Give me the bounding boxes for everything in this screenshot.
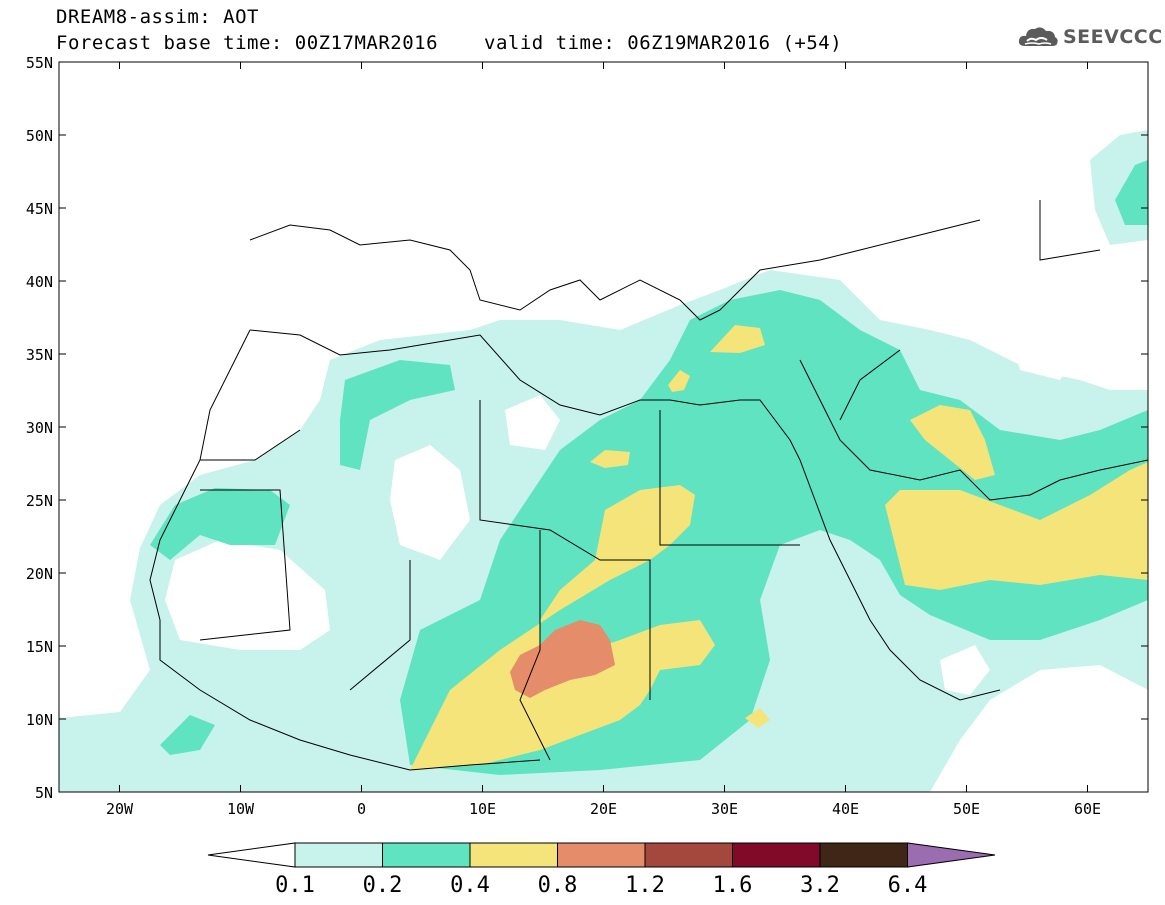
lat-tick-label: 5N bbox=[35, 784, 53, 802]
cloud-logo-icon bbox=[1018, 27, 1058, 46]
aot-zone-0.4-egypt-coast bbox=[668, 370, 690, 392]
aot-zone-0.2-west bbox=[340, 360, 455, 470]
colorbar-segment bbox=[644, 842, 733, 868]
aot-zone-0.4-libya bbox=[590, 450, 630, 468]
aot-colorbar: 0.1 0.2 0.4 0.8 1.2 1.6 3.2 6.4 bbox=[207, 842, 996, 898]
aot-zone-0.2-morocco bbox=[150, 488, 290, 560]
colorbar-label: 0.8 bbox=[538, 873, 578, 898]
lon-tick-label: 10E bbox=[469, 800, 496, 818]
colorbar-label: 0.1 bbox=[275, 873, 315, 898]
lon-tick-label: 10W bbox=[227, 800, 255, 818]
latitude-axis: 55N 50N 45N 40N 35N 30N 25N 20N 15N 10N 5N bbox=[26, 54, 1148, 802]
coastline-arabia bbox=[799, 359, 1148, 501]
colorbar-over-arrow bbox=[907, 842, 996, 868]
map-title: DREAM8-assim: AOT bbox=[56, 6, 259, 28]
lon-tick-label: 30E bbox=[711, 800, 738, 818]
aot-zone-0.2-caspian bbox=[1115, 160, 1148, 225]
aot-zone-0.4-iraq bbox=[910, 405, 995, 480]
colorbar-label: 6.4 bbox=[888, 873, 928, 898]
aot-zone-0.4-crete bbox=[710, 325, 765, 353]
aot-contours bbox=[59, 130, 1148, 792]
colorbar-label: 0.4 bbox=[450, 873, 490, 898]
logo-text: SEEVCCC bbox=[1063, 26, 1163, 48]
lat-tick-label: 15N bbox=[26, 638, 53, 656]
lon-tick-label: 50E bbox=[953, 800, 980, 818]
colorbar-label: 3.2 bbox=[800, 873, 840, 898]
lon-tick-label: 20W bbox=[106, 800, 134, 818]
forecast-base-time: Forecast base time: 00Z17MAR2016 bbox=[56, 32, 439, 54]
lon-tick-label: 40E bbox=[832, 800, 859, 818]
lat-tick-label: 40N bbox=[26, 273, 53, 291]
colorbar-segment bbox=[819, 842, 908, 868]
border-lines bbox=[199, 200, 1101, 761]
lon-tick-label: 60E bbox=[1074, 800, 1101, 818]
colorbar-label: 1.2 bbox=[625, 873, 665, 898]
aot-zone-0.2-gulf-guinea bbox=[160, 715, 215, 755]
colorbar-label: 0.2 bbox=[363, 873, 403, 898]
lat-tick-label: 50N bbox=[26, 127, 53, 145]
coastlines-borders bbox=[149, 200, 1148, 771]
lat-tick-label: 45N bbox=[26, 200, 53, 218]
lat-tick-label: 10N bbox=[26, 711, 53, 729]
colorbar-segment bbox=[732, 842, 821, 868]
aot-zone-0.4-sahel bbox=[410, 485, 715, 770]
colorbar-label: 1.6 bbox=[713, 873, 753, 898]
longitude-axis: 20W 10W 0 10E 20E 30E 40E 50E 60E bbox=[106, 62, 1101, 818]
lat-tick-label: 20N bbox=[26, 565, 53, 583]
colorbar-segment bbox=[382, 842, 471, 868]
coastline-west-africa bbox=[149, 329, 541, 771]
coastline-north-africa bbox=[249, 329, 1001, 701]
lon-tick-label: 20E bbox=[590, 800, 617, 818]
aot-zone-0.8-chad bbox=[510, 620, 615, 698]
forecast-valid-time: valid time: 06Z19MAR2016 (+54) bbox=[484, 32, 843, 54]
lat-tick-label: 25N bbox=[26, 492, 53, 510]
lat-tick-label: 35N bbox=[26, 346, 53, 364]
aot-zone-0.4-south-sudan bbox=[745, 708, 770, 728]
aot-zone-0.4-arabia bbox=[885, 462, 1148, 590]
colorbar-segment bbox=[294, 842, 383, 868]
lat-tick-label: 55N bbox=[26, 54, 53, 72]
lon-tick-label: 0 bbox=[357, 800, 366, 818]
colorbar-segment bbox=[557, 842, 646, 868]
colorbar-under-arrow bbox=[207, 842, 296, 868]
seevccc-logo: SEEVCCC bbox=[1017, 24, 1163, 50]
colorbar-segment bbox=[469, 842, 558, 868]
coastline-europe bbox=[249, 219, 981, 321]
lat-tick-label: 30N bbox=[26, 419, 53, 437]
